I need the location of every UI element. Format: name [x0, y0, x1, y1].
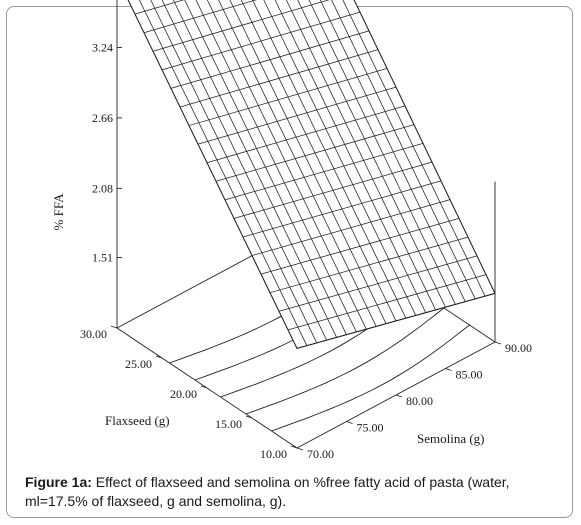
- y-axis-title: Flaxseed (g): [105, 413, 170, 428]
- x-tick-mark: [346, 421, 353, 424]
- surface-grid-line: [152, 0, 330, 52]
- x-tick-mark: [494, 341, 502, 345]
- surface-grid-line: [251, 199, 451, 256]
- surface-grid-line: [296, 293, 496, 349]
- x-tick-label: 70.00: [307, 447, 334, 461]
- y-tick-label: 10.00: [260, 447, 287, 461]
- x-tick-mark: [395, 394, 403, 398]
- surface-fill: [127, 0, 496, 350]
- surface-grid-line: [179, 49, 379, 108]
- contour-line: [245, 307, 445, 415]
- surface-grid-line: [215, 124, 415, 182]
- surface-grid-line: [188, 68, 388, 126]
- x-axis-title: Semolina (g): [417, 431, 485, 446]
- x-tick-label: 80.00: [406, 394, 433, 408]
- x-tick-mark: [296, 447, 304, 451]
- y-tick-mark: [155, 355, 163, 359]
- z-tick-label: 2.66: [92, 111, 113, 125]
- surface-grid-line: [242, 180, 442, 238]
- surface-grid-line: [287, 274, 487, 331]
- surface-grid-line: [224, 143, 424, 201]
- caption-label: Figure 1a:: [25, 474, 92, 490]
- z-tick-label: 1.51: [92, 251, 113, 265]
- y-tick-mark: [110, 325, 118, 329]
- z-tick-label: 3.24: [92, 40, 113, 54]
- z-tick-label: 2.08: [92, 181, 113, 195]
- surface-grid-line: [278, 255, 478, 312]
- surface-grid-line: [134, 0, 185, 15]
- surface-grid-line: [161, 11, 361, 71]
- surface-grid-line: [197, 86, 397, 145]
- y-tick-label: 25.00: [125, 357, 152, 371]
- surface-grid-line: [233, 161, 433, 219]
- y-tick-mark: [290, 445, 298, 449]
- surface-grid-line: [269, 236, 469, 294]
- surface-plot: 1.512.082.663.243.8270.0075.0080.0085.00…: [51, 0, 532, 461]
- caption-text: Effect of flaxseed and semolina on %free…: [25, 474, 510, 509]
- x-tick-mark: [445, 368, 452, 371]
- surface-grid-line: [260, 218, 460, 275]
- y-tick-label: 30.00: [80, 327, 107, 341]
- surface-grid-line: [170, 30, 370, 89]
- surface-grid-line: [143, 0, 257, 34]
- figure-caption: Figure 1a: Effect of flaxseed and semoli…: [25, 473, 565, 511]
- x-tick-label: 85.00: [456, 368, 483, 382]
- x-tick-label: 75.00: [357, 421, 384, 435]
- x-tick-label: 90.00: [505, 341, 532, 355]
- z-axis-title: % FFA: [51, 193, 66, 231]
- y-tick-label: 15.00: [215, 417, 242, 431]
- y-tick-label: 20.00: [170, 387, 197, 401]
- surface-grid-line: [206, 105, 406, 164]
- y-tick-mark: [245, 415, 253, 419]
- y-tick-mark: [200, 385, 208, 389]
- contour-line: [271, 324, 470, 432]
